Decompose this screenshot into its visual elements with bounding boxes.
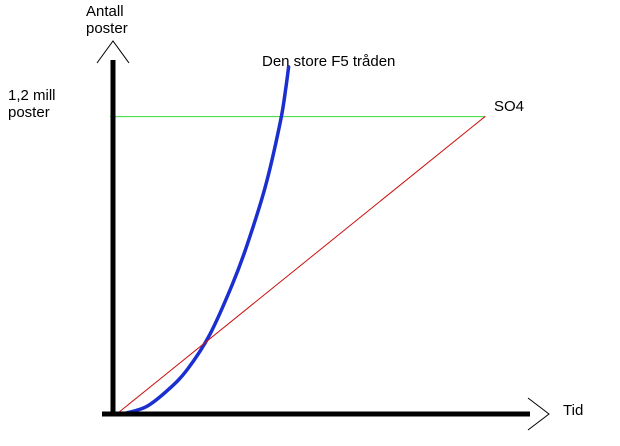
reference-line-label: 1,2 mill poster (8, 87, 56, 121)
y-axis-label: Antall poster (86, 3, 128, 37)
series-label-f5-thread: Den store F5 tråden (262, 53, 396, 70)
x-axis-label: Tid (563, 402, 584, 419)
y-axis-label-line-1: Antall (86, 3, 124, 20)
series-line-so4 (116, 116, 486, 415)
x-axis-arrowhead (527, 397, 550, 431)
y-axis-label-line-2: poster (86, 20, 128, 37)
series-line-f5-thread (120, 65, 291, 416)
reference-line-label-line-2: poster (8, 104, 50, 121)
y-axis-arrowhead (96, 40, 130, 64)
chart-marks (110, 65, 486, 416)
reference-line-label-line-1: 1,2 mill (8, 87, 56, 104)
series-label-so4: SO4 (494, 98, 525, 115)
